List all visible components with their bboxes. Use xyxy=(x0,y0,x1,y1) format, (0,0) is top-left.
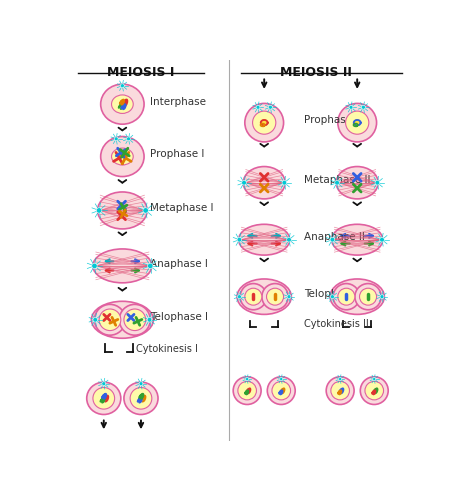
Text: Prophase II: Prophase II xyxy=(304,115,361,124)
Circle shape xyxy=(361,105,364,109)
Text: Metaphase II: Metaphase II xyxy=(304,175,370,185)
Ellipse shape xyxy=(94,305,125,335)
Text: Telophase I: Telophase I xyxy=(150,312,208,322)
Circle shape xyxy=(348,105,352,109)
Circle shape xyxy=(334,181,339,185)
Ellipse shape xyxy=(261,284,288,310)
Text: Cytokinesis II: Cytokinesis II xyxy=(304,319,368,329)
Text: MEIOSIS I: MEIOSIS I xyxy=(106,65,174,79)
Ellipse shape xyxy=(99,309,120,330)
Ellipse shape xyxy=(238,224,289,255)
Circle shape xyxy=(286,238,291,242)
Circle shape xyxy=(143,208,148,213)
Text: Anaphase II: Anaphase II xyxy=(304,232,364,242)
Ellipse shape xyxy=(329,279,383,314)
Ellipse shape xyxy=(337,288,354,305)
Ellipse shape xyxy=(272,381,290,400)
Ellipse shape xyxy=(239,284,266,310)
Circle shape xyxy=(126,137,130,141)
Ellipse shape xyxy=(243,167,285,199)
Ellipse shape xyxy=(267,377,295,404)
Circle shape xyxy=(279,377,282,380)
Circle shape xyxy=(286,295,290,299)
Text: Prophase I: Prophase I xyxy=(150,149,204,159)
Text: Anaphase I: Anaphase I xyxy=(150,258,208,268)
Ellipse shape xyxy=(331,224,382,255)
Ellipse shape xyxy=(244,288,261,305)
Ellipse shape xyxy=(87,382,120,415)
Ellipse shape xyxy=(124,309,145,330)
Ellipse shape xyxy=(233,377,261,404)
Text: Metaphase I: Metaphase I xyxy=(150,203,213,213)
Circle shape xyxy=(330,295,334,299)
Circle shape xyxy=(374,181,379,185)
Ellipse shape xyxy=(237,279,291,314)
Ellipse shape xyxy=(364,381,383,400)
Ellipse shape xyxy=(266,288,283,305)
Ellipse shape xyxy=(237,381,256,400)
Circle shape xyxy=(372,377,375,380)
Ellipse shape xyxy=(326,377,353,404)
Circle shape xyxy=(379,238,383,242)
Ellipse shape xyxy=(124,382,158,415)
Text: MEIOSIS II: MEIOSIS II xyxy=(280,65,351,79)
Ellipse shape xyxy=(111,95,133,114)
Ellipse shape xyxy=(91,301,153,338)
Circle shape xyxy=(268,105,272,109)
Ellipse shape xyxy=(359,377,387,404)
Ellipse shape xyxy=(330,381,349,400)
Circle shape xyxy=(241,181,246,185)
Ellipse shape xyxy=(337,103,376,142)
Ellipse shape xyxy=(332,284,359,310)
Circle shape xyxy=(101,382,106,385)
Circle shape xyxy=(256,105,259,109)
Ellipse shape xyxy=(101,84,144,124)
Ellipse shape xyxy=(354,284,380,310)
Circle shape xyxy=(281,181,286,185)
Circle shape xyxy=(379,295,383,299)
Circle shape xyxy=(237,295,241,299)
Circle shape xyxy=(353,120,359,126)
Circle shape xyxy=(237,238,241,242)
Ellipse shape xyxy=(336,167,377,199)
Circle shape xyxy=(261,120,267,126)
Ellipse shape xyxy=(359,288,376,305)
Circle shape xyxy=(338,377,341,380)
Circle shape xyxy=(147,317,152,322)
Circle shape xyxy=(245,377,248,380)
Ellipse shape xyxy=(252,111,275,134)
Text: Cytokinesis I: Cytokinesis I xyxy=(135,344,197,354)
Ellipse shape xyxy=(130,387,152,409)
Ellipse shape xyxy=(97,192,147,229)
Ellipse shape xyxy=(119,305,150,335)
Circle shape xyxy=(96,208,101,213)
Text: Interphase: Interphase xyxy=(150,97,206,107)
Ellipse shape xyxy=(111,148,133,165)
Ellipse shape xyxy=(93,249,152,283)
Circle shape xyxy=(114,137,118,141)
Circle shape xyxy=(139,382,143,385)
Ellipse shape xyxy=(93,387,115,409)
Ellipse shape xyxy=(345,111,368,134)
Circle shape xyxy=(92,263,97,268)
Ellipse shape xyxy=(101,136,144,177)
Circle shape xyxy=(120,84,124,88)
Circle shape xyxy=(147,263,152,268)
Text: Telophase II: Telophase II xyxy=(304,289,365,299)
Circle shape xyxy=(329,238,334,242)
Ellipse shape xyxy=(244,103,283,142)
Circle shape xyxy=(93,317,97,322)
